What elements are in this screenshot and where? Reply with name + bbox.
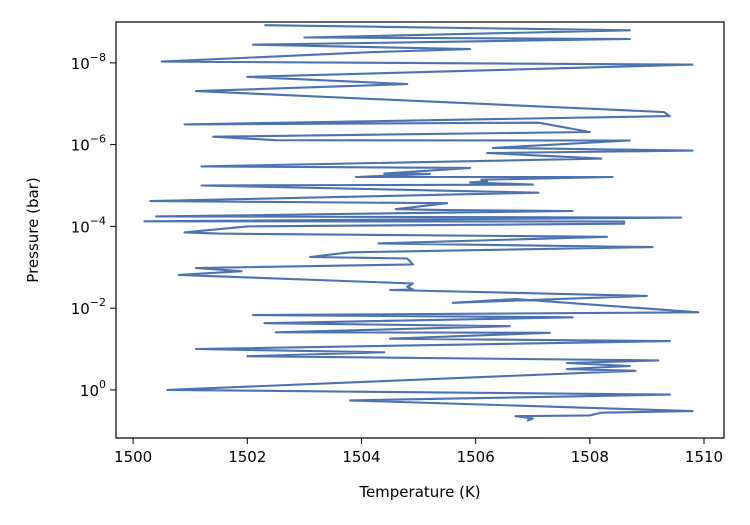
series-layer (143, 24, 700, 422)
y-tick-label: 10−8 (71, 51, 106, 73)
x-tick-label: 1510 (685, 448, 723, 466)
x-axis-label: Temperature (K) (358, 483, 480, 501)
x-axis: 1500 1502 1504 1506 1508 1510 (114, 438, 723, 466)
y-tick-label: 10−6 (71, 133, 106, 155)
x-tick-label: 1504 (342, 448, 380, 466)
y-axis: 100 10−2 10−4 10−6 10−8 (71, 51, 116, 400)
x-tick-label: 1500 (114, 448, 152, 466)
series-line-0 (143, 24, 700, 422)
x-tick-label: 1508 (571, 448, 609, 466)
y-tick-label: 100 (80, 378, 106, 400)
x-tick-label: 1502 (228, 448, 266, 466)
y-axis-label: Pressure (bar) (24, 177, 42, 282)
x-tick-label: 1506 (457, 448, 495, 466)
y-tick-label: 10−4 (71, 214, 106, 236)
plot-frame (115, 21, 725, 439)
y-tick-label: 10−2 (71, 296, 106, 318)
